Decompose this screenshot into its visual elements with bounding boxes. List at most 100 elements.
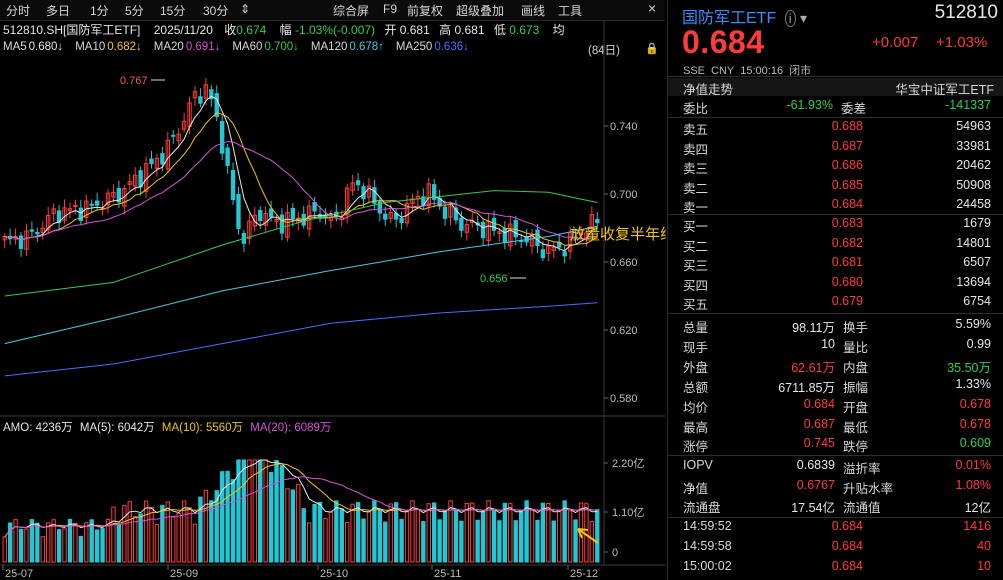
dropdown-icon[interactable]: ▾	[800, 10, 808, 26]
info-icon[interactable]: i	[784, 10, 796, 27]
level-label: 买二	[683, 239, 709, 254]
low-value: 0.673	[509, 23, 540, 37]
level-price: 0.679	[831, 294, 863, 309]
ask-level-row[interactable]: 卖二 0.685 50908	[683, 178, 1003, 197]
volume-bar	[181, 500, 187, 563]
stat-value: 12亿	[964, 501, 991, 516]
volume-bar	[442, 510, 448, 563]
bid-level-row[interactable]: 买五 0.679 6754	[683, 294, 1003, 313]
volume-bar	[138, 513, 143, 563]
volume-bar	[18, 528, 24, 563]
volume-bar	[345, 521, 350, 563]
volume-bar	[448, 500, 453, 563]
stat-value: 0.01%	[955, 458, 991, 472]
candle-body	[540, 249, 546, 259]
adjust-button[interactable]: 前复权	[407, 4, 444, 18]
tab-30min[interactable]: 30分	[203, 4, 229, 18]
candle-body	[350, 182, 355, 191]
volume-bar	[491, 509, 497, 563]
bid-level-row[interactable]: 买一 0.683 1679	[683, 216, 1003, 235]
level-price: 0.684	[831, 197, 863, 212]
volume-bar	[133, 516, 138, 563]
volume-bar	[540, 502, 546, 563]
stat-label: 最高	[683, 420, 709, 435]
candle-body	[410, 198, 415, 204]
candle-body	[73, 204, 78, 207]
candle-body	[236, 194, 241, 229]
stat-row: 均价 0.684 开盘 0.678	[683, 397, 1003, 416]
ask-level-row[interactable]: 卖三 0.686 20462	[683, 158, 1003, 177]
stat-row: 最高 0.687 最低 0.678	[683, 417, 1003, 436]
ma5-line	[4, 95, 598, 252]
volume-bar	[328, 511, 334, 563]
period-dropdown-icon[interactable]: ⇕	[240, 2, 251, 16]
bid-level-row[interactable]: 买四 0.680 13694	[683, 275, 1003, 294]
tools-button[interactable]: 工具	[558, 4, 583, 18]
candle-body	[497, 231, 502, 234]
nav-header[interactable]: 净值走势 华宝中证军工ETF	[668, 78, 1003, 97]
close-label: 收	[224, 23, 237, 37]
candle-body	[448, 205, 453, 218]
stat-label: 换手	[843, 321, 869, 335]
candle-body	[67, 208, 73, 211]
kline-chart[interactable]: 0.740 0.700 0.660 0.620 0.580 0.767 0.656 放量收复半…	[0, 0, 666, 580]
volume-bar	[459, 520, 464, 563]
stat-value: 0.6839	[796, 458, 835, 472]
candle-body	[176, 133, 181, 142]
candle-body	[290, 207, 296, 220]
level-volume: 54963	[956, 119, 991, 133]
tab-5min[interactable]: 5分	[125, 4, 144, 18]
level-volume: 6507	[963, 255, 991, 270]
candle-body	[383, 213, 388, 220]
candle-body	[578, 232, 584, 235]
candle-body	[453, 207, 459, 221]
stat-label: 溢折率	[843, 462, 881, 476]
draw-button[interactable]: 画线	[521, 4, 546, 18]
candle-body	[18, 235, 24, 249]
tab-15min[interactable]: 15分	[160, 4, 186, 18]
bid-level-row[interactable]: 买三 0.681 6507	[683, 255, 1003, 274]
level-label: 卖一	[683, 201, 709, 216]
level-price: 0.686	[831, 158, 863, 173]
volume-bar	[219, 471, 225, 563]
level-volume: 14801	[956, 235, 991, 250]
stat-value: 10	[821, 336, 835, 351]
volume-bar	[415, 509, 421, 563]
ask-level-row[interactable]: 卖五 0.688 54963	[683, 119, 1003, 138]
volume-bar	[475, 519, 480, 563]
composite-screen-button[interactable]: 综合屏	[333, 4, 370, 18]
ask-level-row[interactable]: 卖一 0.684 24458	[683, 197, 1003, 216]
candle-body	[46, 215, 51, 231]
volume-bar	[127, 501, 132, 563]
bid-level-row[interactable]: 买二 0.682 14801	[683, 236, 1003, 255]
tab-intraday[interactable]: 分时	[6, 4, 31, 18]
ma-legend-ma20: MA20 0.691↓	[153, 41, 221, 53]
volume-bar	[312, 503, 317, 563]
tab-multiday[interactable]: 多日	[46, 4, 71, 18]
stat-label: 外盘	[683, 360, 709, 375]
volume-bar	[290, 489, 296, 563]
lock-icon[interactable]: 🔒	[645, 43, 659, 55]
volume-bar	[285, 488, 290, 563]
tab-1min[interactable]: 1分	[90, 4, 109, 18]
range-label: 幅	[279, 23, 292, 37]
price-change-pct: +1.03%	[936, 34, 988, 51]
x-tick-label: 25-09	[170, 568, 198, 580]
close-icon[interactable]: ×	[648, 0, 657, 16]
x-tick-label: 25-11	[434, 568, 461, 580]
volume-bar	[426, 503, 431, 563]
volume-bar	[470, 502, 475, 563]
candle-body	[589, 213, 595, 229]
open-label: 开	[384, 23, 397, 37]
bar-date: 2025/11/20	[153, 23, 213, 37]
volume-bar	[84, 522, 89, 563]
stat-row: IOPV 0.6839 溢折率 0.01%	[683, 458, 1003, 477]
ask-level-row[interactable]: 卖四 0.687 33981	[683, 139, 1003, 158]
overlay-button[interactable]: 超级叠加	[456, 4, 505, 18]
volume-bar	[62, 528, 67, 563]
f9-button[interactable]: F9	[383, 2, 398, 16]
volume-bar	[372, 500, 377, 563]
stat-row: 现手 10 量比 0.99	[683, 337, 1003, 356]
stat-row: 流通盘 17.54亿 流通值 12亿	[683, 497, 1003, 516]
chart-callout: 放量收复半年线	[570, 225, 666, 243]
